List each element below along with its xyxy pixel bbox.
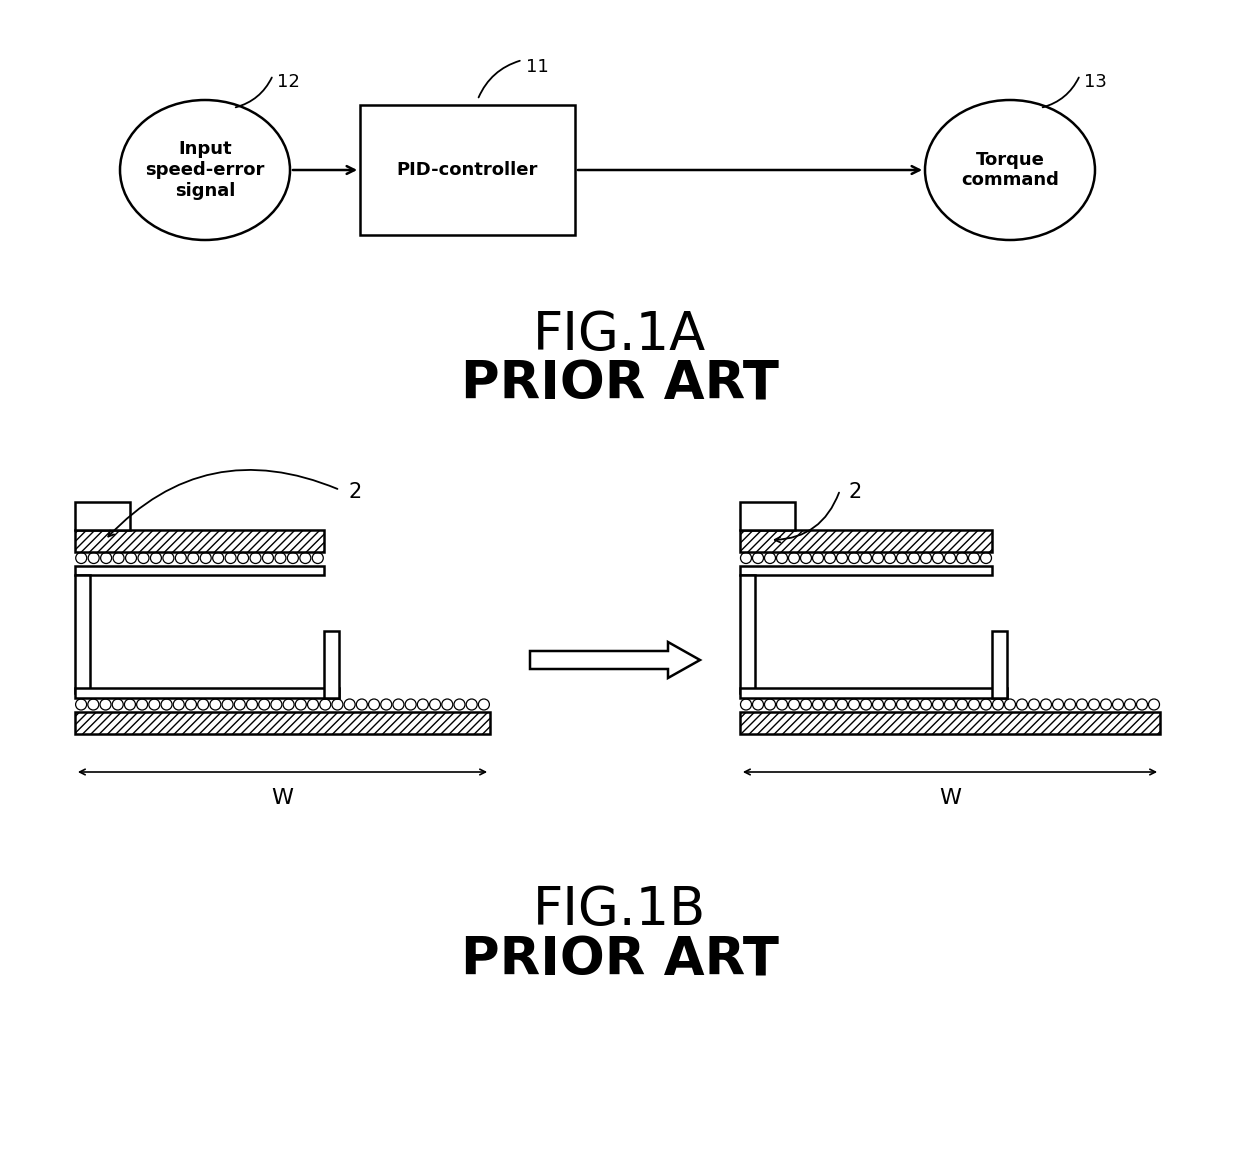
Text: Torque
command: Torque command xyxy=(961,150,1059,189)
Bar xyxy=(740,530,992,552)
Text: W: W xyxy=(272,788,294,808)
Text: PID-controller: PID-controller xyxy=(397,161,538,179)
Text: FIG.1B: FIG.1B xyxy=(533,884,707,936)
Bar xyxy=(74,502,130,530)
Text: 13: 13 xyxy=(1084,73,1107,91)
Text: FIG.1A: FIG.1A xyxy=(533,310,707,362)
Ellipse shape xyxy=(120,100,290,240)
Bar xyxy=(740,502,795,530)
Bar xyxy=(325,631,340,698)
Bar xyxy=(74,530,324,552)
Bar xyxy=(74,566,324,574)
Bar xyxy=(740,687,1007,698)
Bar xyxy=(740,711,1159,733)
Text: 2: 2 xyxy=(348,482,361,502)
Bar xyxy=(360,105,575,234)
Text: 11: 11 xyxy=(526,58,548,76)
Text: 2: 2 xyxy=(848,482,862,502)
Ellipse shape xyxy=(925,100,1095,240)
Bar xyxy=(740,574,755,693)
Bar xyxy=(992,631,1007,698)
Text: PRIOR ART: PRIOR ART xyxy=(461,934,779,986)
Bar xyxy=(74,711,490,733)
Bar xyxy=(740,566,992,574)
Bar xyxy=(74,574,91,693)
Text: 12: 12 xyxy=(277,73,300,91)
Polygon shape xyxy=(529,642,701,678)
Text: W: W xyxy=(939,788,961,808)
Text: PRIOR ART: PRIOR ART xyxy=(461,359,779,411)
Text: Input
speed-error
signal: Input speed-error signal xyxy=(145,140,264,200)
Bar xyxy=(74,687,340,698)
